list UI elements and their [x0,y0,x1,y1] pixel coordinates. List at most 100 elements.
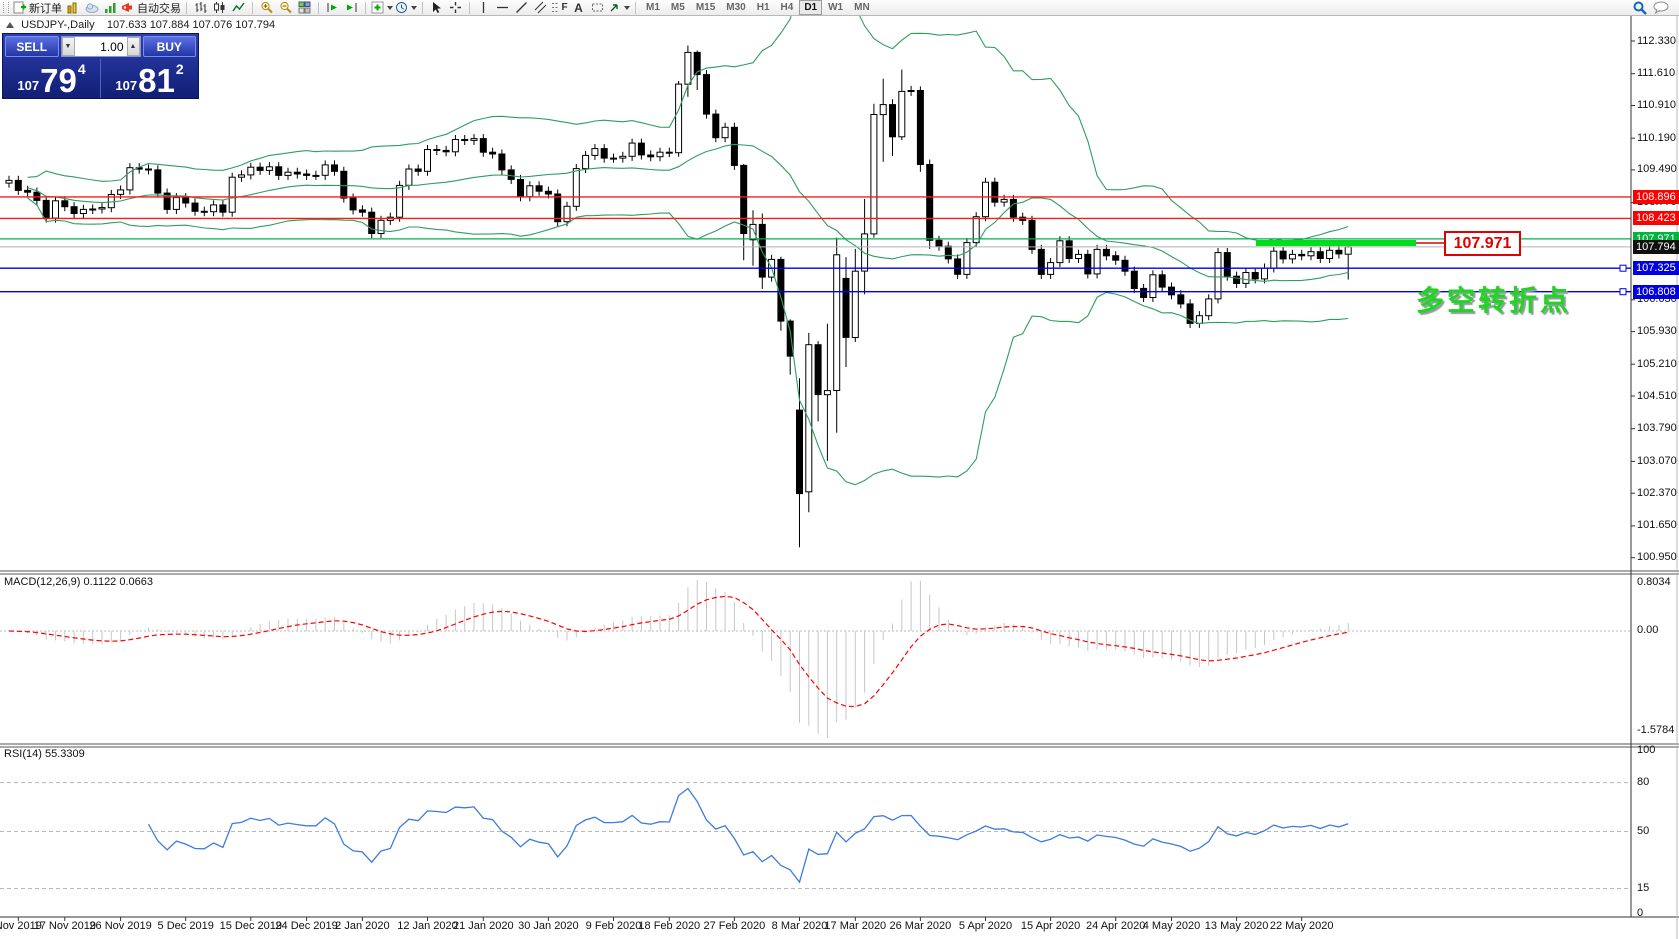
crosshair-button[interactable] [447,0,464,15]
buy-price-handle: 107 [115,78,138,93]
volume-up-button[interactable]: ▲ [126,37,140,56]
market-watch-button[interactable] [64,0,81,15]
ohlc-values: 107.633 107.884 107.076 107.794 [106,19,276,31]
price-tick-label: 105.930 [1637,325,1677,338]
fibonacci-button[interactable]: F [551,0,568,15]
price-tick-label: 103.790 [1637,422,1677,435]
rsi-axis-label: 50 [1637,825,1650,837]
axis-ticks [17,40,1635,921]
timeframe-h4[interactable]: H4 [780,2,794,13]
periods-button[interactable] [395,0,417,15]
fibonacci-label: F [561,2,568,13]
gold-chart-icon [67,2,77,14]
text-label-button[interactable] [589,0,606,15]
toolbar-separator [422,1,423,14]
volume-down-button[interactable]: ▼ [61,37,75,56]
fibonacci-dashes-icon [552,3,560,12]
toolbar: 新订单 自动交易 [0,0,1679,16]
cloud-button[interactable] [83,0,100,15]
price-badge: 106.808 [1633,284,1679,299]
timeframe-w1[interactable]: W1 [828,2,844,13]
resistance-price-label[interactable]: 107.971 [1444,231,1521,256]
arrows-button[interactable] [608,0,630,15]
vertical-line-button[interactable] [475,0,492,15]
auto-scroll-icon [327,3,337,12]
timeframe-h1[interactable]: H1 [756,2,770,13]
candlestick-icon [214,2,225,13]
sell-price[interactable]: 107 79 4 [3,59,100,98]
zoom-out-button[interactable] [277,0,294,15]
buy-price[interactable]: 107 81 2 [101,59,198,98]
cursor-button[interactable] [428,0,445,15]
turning-point-annotation[interactable]: 多空转折点 [1416,285,1572,316]
date-label: 26 Mar 2020 [889,920,952,932]
sell-button[interactable]: SELL [5,36,59,57]
price-tick-label: 105.210 [1637,357,1677,370]
rsi-axis-label: 80 [1637,776,1650,789]
horizontal-line-button[interactable] [494,0,511,15]
trendline-button[interactable] [513,0,530,15]
bar-chart-button[interactable] [192,0,209,15]
arrow-shape-icon [610,4,618,12]
indicators-button[interactable] [371,0,393,15]
auto-trading-button[interactable]: 自动交易 [121,0,181,15]
date-label: 5 Dec 2019 [157,920,214,932]
candles [5,45,1352,548]
date-label: 22 May 2020 [1269,920,1334,932]
date-label: 24 Dec 2019 [275,920,338,932]
dropdown-arrow-icon [411,5,417,10]
macd-axis-label: -1.5784 [1637,724,1675,736]
toolbar-separator [318,1,319,14]
price-tick-label: 101.650 [1637,519,1677,532]
date-label: 27 Feb 2020 [703,920,766,932]
price-badge: 107.794 [1633,239,1679,254]
buy-price-pips: 81 [138,62,175,99]
buy-button[interactable]: BUY [142,36,196,57]
date-label: 24 Apr 2020 [1086,920,1146,932]
panel-divider [100,59,101,98]
search-icon[interactable] [1633,1,1647,15]
signals-button[interactable] [102,0,119,15]
rsi-axis-label: 15 [1637,882,1650,895]
panel-separators[interactable] [0,570,1679,748]
horizontal-lines[interactable] [0,196,1631,296]
zoom-in-button[interactable] [258,0,275,15]
chart-window[interactable]: USDJPY-,Daily 107.633 107.884 107.076 10… [0,16,1679,939]
bar-chart-icon [195,2,207,13]
macd-label: MACD(12,26,9) 0.1122 0.0663 [4,576,153,588]
timeframe-m1[interactable]: M1 [646,2,660,13]
candlestick-button[interactable] [211,0,228,15]
timeframe-d1[interactable]: D1 [799,0,823,15]
add-indicator-icon [371,1,384,14]
chart-shift-button[interactable] [343,0,360,15]
channel-button[interactable] [532,0,549,15]
chart-canvas[interactable] [0,16,1679,939]
timeframe-m5[interactable]: M5 [670,2,685,13]
price-tick-label: 111.610 [1637,67,1676,80]
price-badge: 108.423 [1633,211,1679,226]
line-chart-icon [232,2,245,12]
date-label: 4 May 2020 [1142,920,1201,932]
zoom-in-icon [261,1,273,14]
megaphone-icon [122,3,132,12]
price-tick-label: 110.190 [1637,131,1676,144]
auto-scroll-button[interactable] [324,0,341,15]
timeframe-m30[interactable]: M30 [726,2,746,13]
line-chart-button[interactable] [230,0,247,15]
chat-icon[interactable] [1653,1,1670,14]
tile-windows-button[interactable] [296,0,313,15]
channel-icon [534,1,547,14]
text-button[interactable]: A [570,0,587,15]
trendline-icon [516,2,527,13]
date-label: 13 May 2020 [1204,920,1269,932]
trend-segment[interactable] [1256,240,1416,246]
zoom-out-icon [280,1,292,14]
timeframe-group: M1 M5 M15 M30 H1 H4 D1 W1 MN [641,0,875,15]
timeframe-m15[interactable]: M15 [695,2,716,13]
price-tick-label: 104.510 [1637,389,1677,402]
toolbar-separator [252,1,253,14]
volume-input[interactable]: 1.00 [100,39,124,54]
timeframe-mn[interactable]: MN [854,2,870,13]
toolbar-grip[interactable] [3,2,9,13]
new-order-button[interactable]: 新订单 [13,0,62,15]
